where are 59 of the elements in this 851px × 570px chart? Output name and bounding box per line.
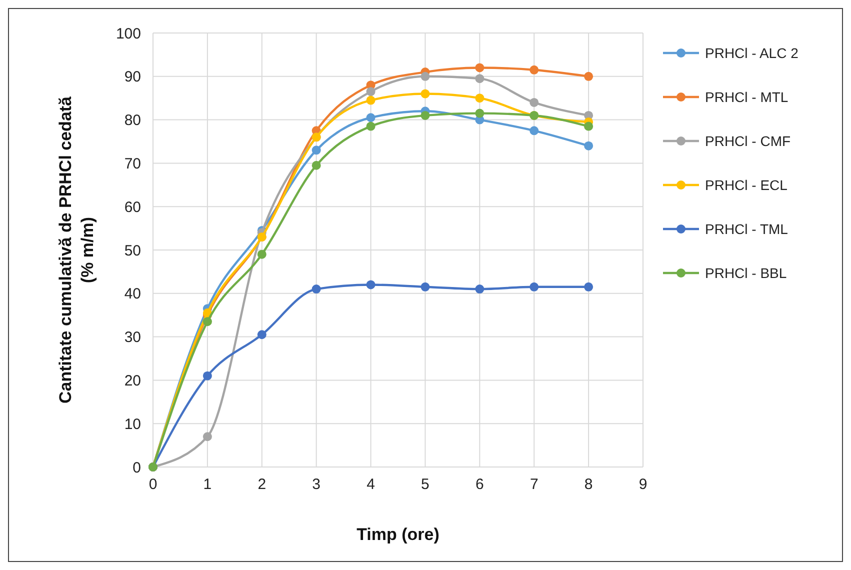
point [257,250,266,259]
y-tick-label: 30 [124,329,141,346]
point [420,72,430,81]
x-tick-label: 4 [366,476,375,493]
point [366,113,376,122]
x-tick-label: 6 [475,476,484,493]
point [584,72,594,81]
point [584,122,594,131]
legend-label: PRHCl - MTL [705,88,788,105]
x-tick-label: 8 [584,476,593,493]
point [312,160,321,170]
legend-label: PRHCl - ALC 2 [705,44,799,61]
y-tick-label: 90 [124,68,141,86]
point [312,146,321,155]
y-tick-label: 10 [124,416,141,433]
point [202,432,212,442]
point [475,108,484,118]
point [366,96,376,105]
x-tick-label: 5 [421,476,430,493]
point [312,284,321,294]
x-tick-label: 9 [638,476,648,493]
legend-label: PRHCl - CMF [705,132,791,149]
point [202,371,212,380]
point [584,141,594,150]
point [420,282,430,292]
point [530,65,539,74]
x-tick-label: 3 [312,476,321,493]
x-tick-label: 0 [148,476,158,493]
point [202,317,212,326]
point [475,284,484,294]
y-tick-label: 20 [124,372,141,390]
point [366,280,376,290]
legend-label: PRHCl - BBL [705,264,787,281]
y-tick-label: 50 [124,242,141,260]
point [475,74,484,84]
y-tick-label: 100 [116,25,141,42]
point [257,330,266,340]
point [475,94,484,103]
x-tick-label: 7 [530,476,538,493]
x-tick-label: 2 [258,476,266,493]
point [420,110,430,120]
y-axis-title: Cantitate cumulativă de PRHCl cedată (% m/m) [56,96,97,404]
x-axis-title: Timp (ore) [356,525,440,544]
y-tick-label: 70 [124,155,141,172]
x-tick-label: 1 [203,476,212,493]
point [475,63,484,72]
legend-label: PRHCl - ECL [705,176,788,193]
point [530,98,539,107]
legend-label: PRHCl - TML [705,220,788,237]
point [420,89,430,98]
y-tick-label: 60 [124,198,141,216]
y-tick-label: 40 [124,286,141,303]
y-tick-label: 0 [132,459,141,476]
point [530,126,539,136]
y-tick-label: 80 [124,112,141,130]
point [530,282,539,292]
point [366,87,376,96]
point [584,282,594,292]
point [366,122,376,131]
